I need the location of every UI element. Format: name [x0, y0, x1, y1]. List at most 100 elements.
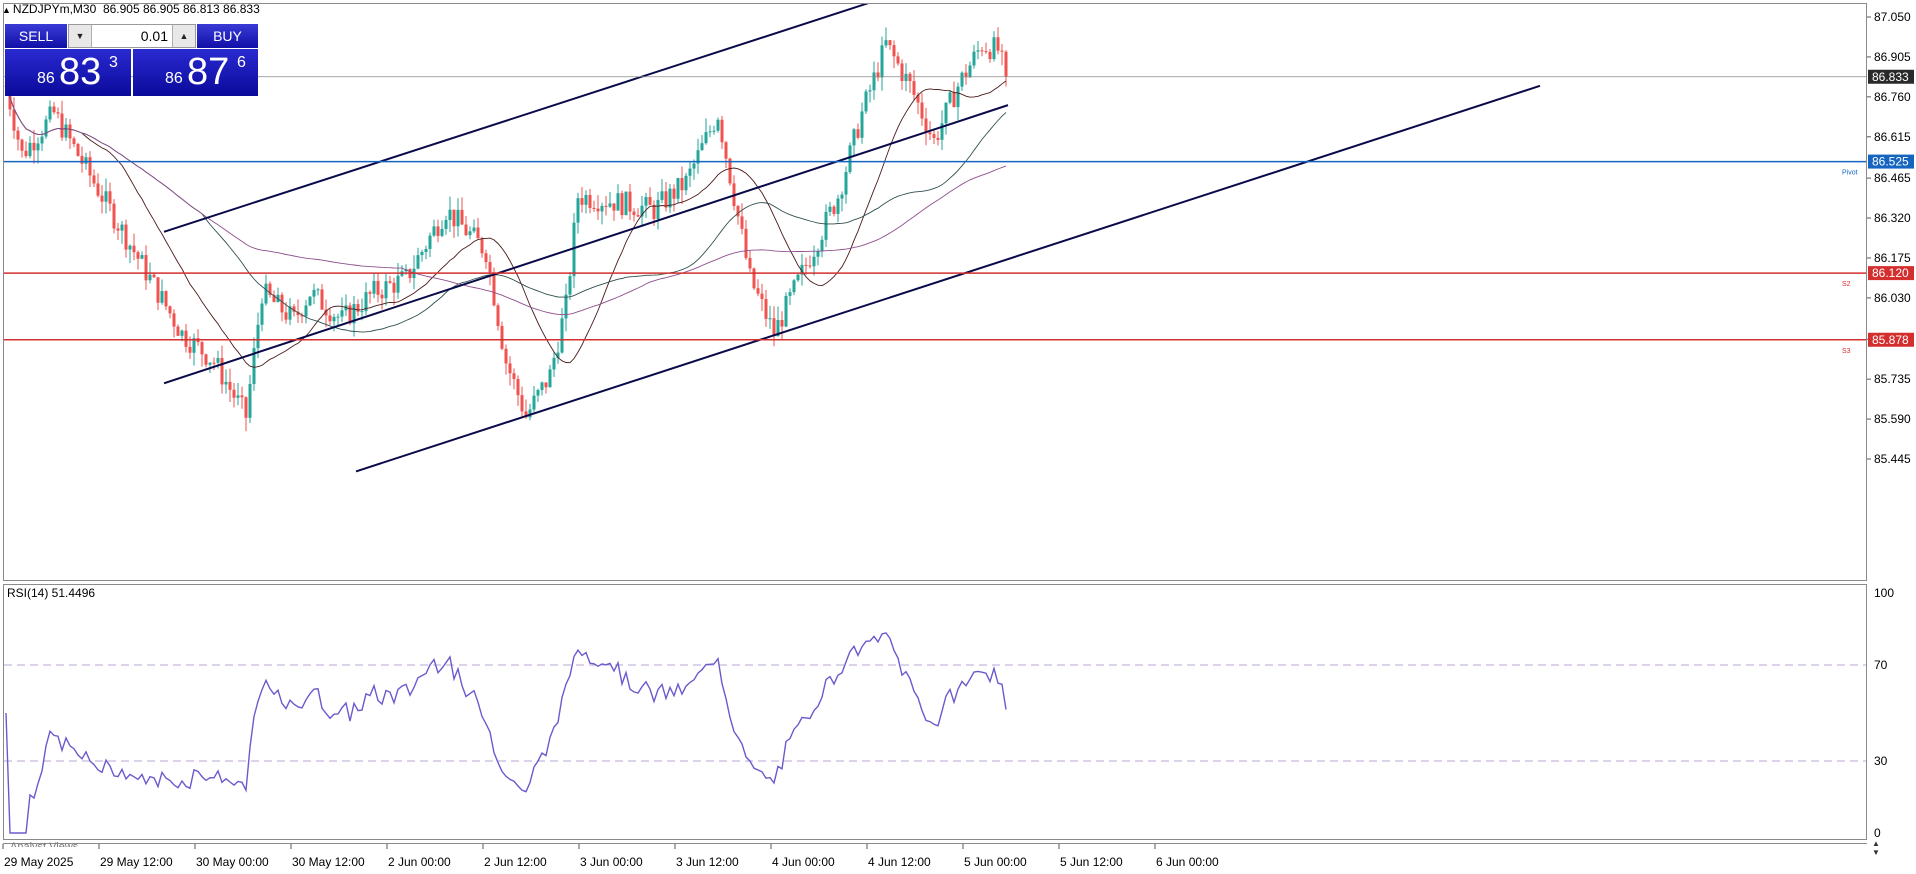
time-tick-label: 3 Jun 00:00 [580, 855, 643, 869]
candle-body [628, 191, 632, 212]
buy-price-quote[interactable]: 86 87 6 [133, 49, 258, 96]
candle-body [416, 255, 420, 269]
candle-body [960, 72, 964, 87]
candle-body [96, 183, 100, 196]
candle-body [428, 235, 432, 249]
candle-body [828, 206, 832, 212]
candle-body [552, 357, 556, 370]
candle-body [708, 131, 712, 133]
candle-body [584, 194, 588, 205]
candle-body [136, 252, 140, 259]
candle-body [956, 86, 960, 108]
candle-body [448, 209, 452, 220]
candle-body [852, 129, 856, 146]
analyst-views-tab[interactable]: Analyst Views [10, 841, 79, 847]
candle-body [580, 198, 584, 205]
price-tick-label: 86.175 [1874, 251, 1911, 265]
candle-body [320, 289, 324, 310]
candle-body [220, 358, 224, 385]
candle-body [684, 175, 688, 191]
candle-body [168, 306, 172, 314]
candle-body [752, 268, 756, 289]
candle-body [20, 139, 24, 151]
candle-body [180, 330, 184, 336]
lot-size-stepper[interactable]: ▼ ▲ [68, 24, 196, 48]
channel-line-1[interactable] [163, 3, 869, 233]
sell-button[interactable]: SELL [5, 24, 67, 48]
pivot-lines[interactable] [4, 76, 1866, 341]
lot-decrease-icon[interactable]: ▼ [69, 25, 92, 47]
candle-body [740, 216, 744, 229]
candle-body [244, 397, 248, 418]
channel-lines[interactable] [163, 3, 1541, 473]
time-axis[interactable]: 29 May 2025 29 May 12:00 30 May 00:00 30 Ma… [2, 844, 1219, 869]
price-tick-label: 86.030 [1874, 291, 1911, 305]
scroll-down-icon[interactable]: ▼ [1872, 848, 1880, 857]
buy-button[interactable]: BUY [197, 24, 258, 48]
candle-body [988, 51, 992, 60]
candle-body [864, 91, 868, 112]
level-name-s3: S3 [1842, 348, 1851, 355]
candle-body [360, 311, 364, 313]
candle-body [568, 276, 572, 295]
candle-body [92, 175, 96, 184]
candle-body [56, 112, 60, 114]
ma-mid-line [5, 85, 1007, 333]
candle-body [776, 319, 780, 337]
candle-body [824, 211, 828, 240]
candle-body [980, 50, 984, 52]
lot-increase-icon[interactable]: ▲ [172, 25, 195, 47]
level-tag-pivot-text: 86.525 [1872, 155, 1909, 169]
candle-body [76, 144, 80, 156]
candle-body [812, 256, 816, 267]
candle-body [668, 188, 672, 208]
candle-body [912, 81, 916, 95]
price-tick-label: 85.590 [1874, 412, 1911, 426]
candle-body [748, 257, 752, 269]
price-tick-label: 85.735 [1874, 372, 1911, 386]
candle-body [784, 295, 788, 327]
candle-body [908, 73, 912, 82]
channel-line-3[interactable] [355, 84, 1541, 473]
scroll-up-icon[interactable]: ▲ [1872, 839, 1880, 848]
candle-body [612, 203, 616, 211]
lot-size-input[interactable] [92, 25, 172, 47]
candle-body [548, 369, 552, 388]
candle-body [772, 318, 776, 337]
candle-body [544, 382, 548, 388]
candle-body [696, 150, 700, 164]
time-tick-label: 4 Jun 12:00 [868, 855, 931, 869]
candle-body [120, 224, 124, 231]
candle-body [808, 265, 812, 267]
candle-body [556, 352, 560, 358]
candle-body [444, 219, 448, 229]
candle-body [184, 330, 188, 347]
candle-body [156, 277, 160, 303]
candle-body [920, 102, 924, 119]
candle-body [888, 40, 892, 46]
candle-body [368, 292, 372, 294]
candle-body [16, 130, 20, 140]
candle-body [512, 373, 516, 380]
time-tick-label: 30 May 12:00 [292, 855, 365, 869]
candle-body [436, 226, 440, 236]
candle-body [352, 304, 356, 324]
candle-body [100, 195, 104, 202]
candle-body [256, 324, 260, 349]
rsi-tick-label: 0 [1874, 826, 1881, 840]
candle-body [460, 209, 464, 225]
channel-line-2[interactable] [163, 104, 1009, 385]
candle-body [652, 204, 656, 219]
sell-price-quote[interactable]: 86 83 3 [5, 49, 131, 96]
candle-body [40, 136, 44, 144]
candle-body [968, 65, 972, 78]
candle-body [296, 311, 300, 316]
candle-body [704, 132, 708, 144]
collapse-triangle-icon[interactable]: ▲ [2, 5, 11, 15]
candle-body [660, 191, 664, 200]
candle-body [384, 281, 388, 299]
candle-body [124, 224, 128, 250]
buy-price-big: 87 [187, 51, 230, 93]
candle-body [632, 211, 636, 216]
